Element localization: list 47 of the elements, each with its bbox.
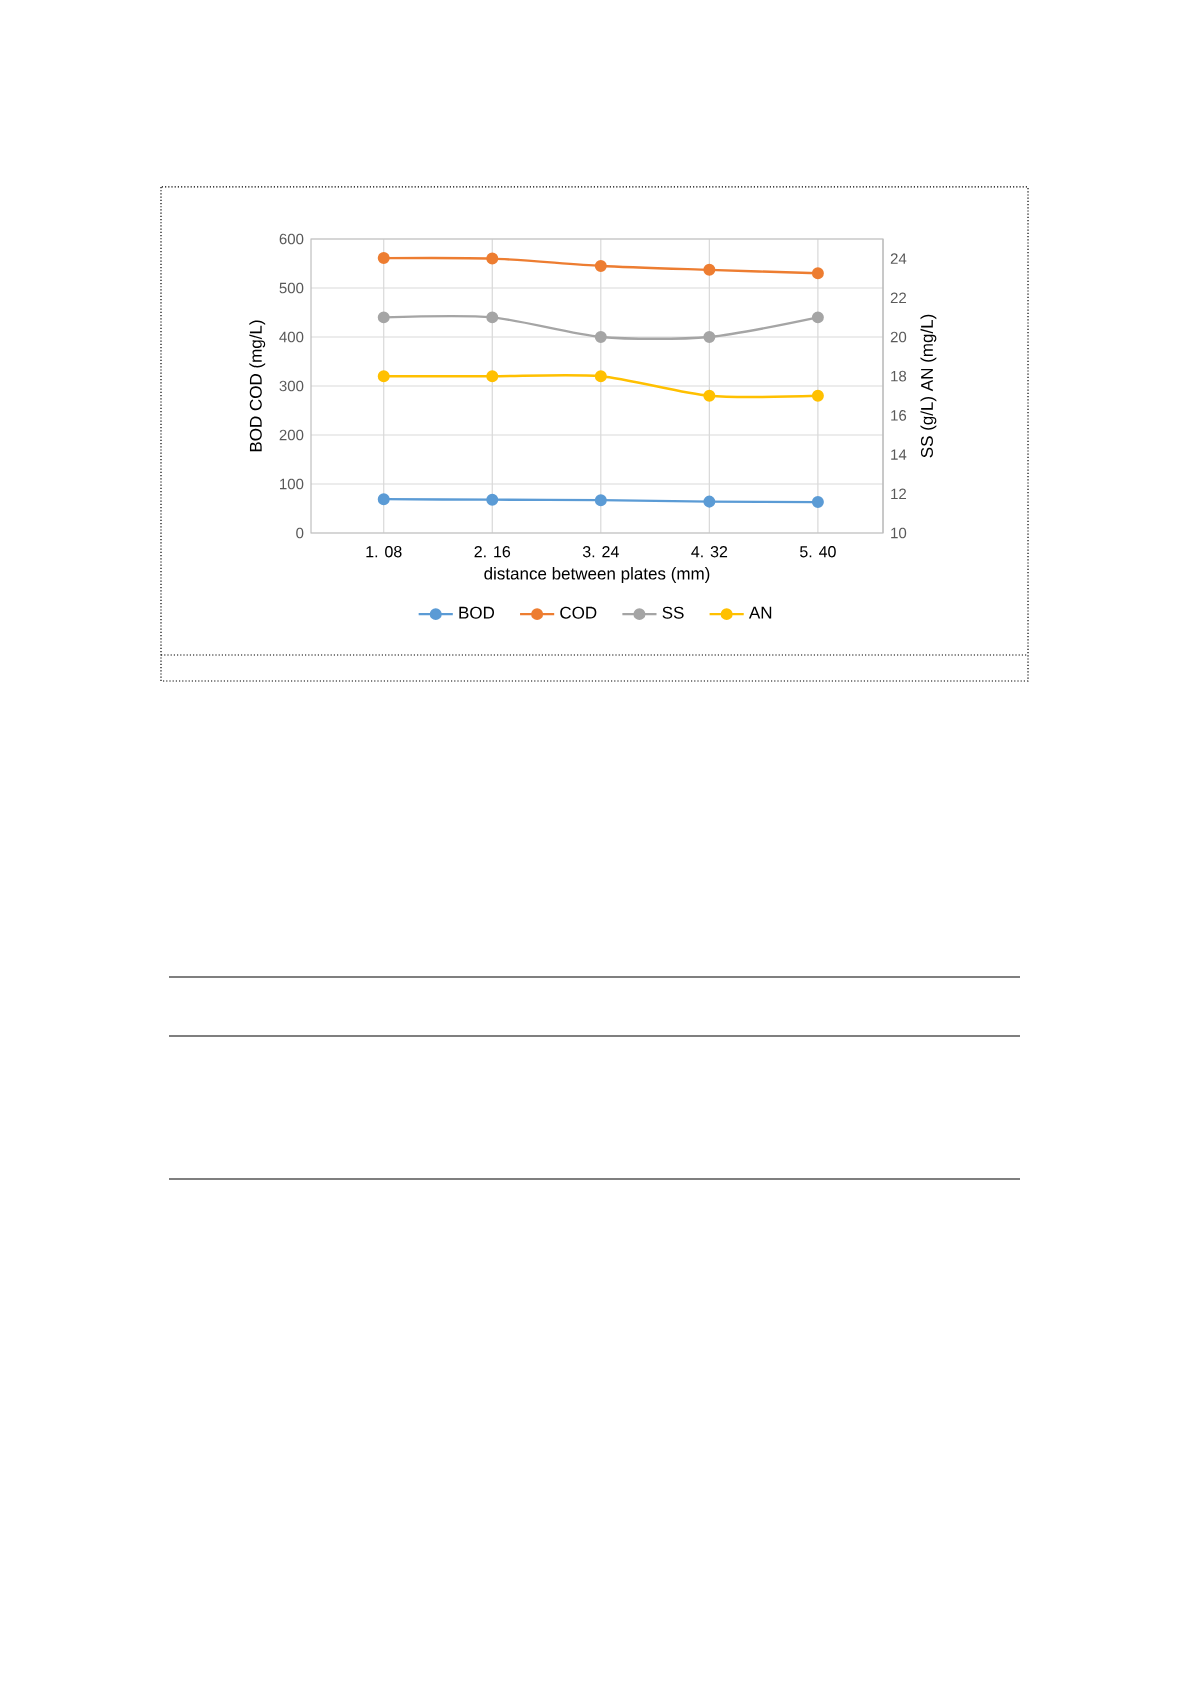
point	[377, 493, 390, 506]
point	[594, 259, 607, 272]
point	[703, 330, 716, 343]
point	[377, 252, 390, 265]
point	[486, 311, 499, 324]
y2-tick-label: 16	[891, 410, 907, 421]
legend-label: AN	[748, 606, 772, 619]
y2-tick-label: 12	[891, 488, 907, 500]
y2-axis-title: SS (g/L) AN (mg/L)	[920, 314, 937, 458]
legend-label: SS	[662, 606, 684, 619]
y-tick-label: 300	[279, 380, 304, 392]
y2-tick-label: 24	[890, 253, 907, 264]
point	[486, 252, 499, 265]
point	[811, 267, 824, 280]
y2-tick-label: 20	[890, 331, 907, 343]
legend-label: COD	[560, 606, 597, 619]
point	[703, 263, 716, 276]
y-tick-label: 200	[279, 429, 304, 441]
y-tick-label: 0	[296, 527, 304, 539]
y-tick-label: 500	[279, 282, 304, 294]
point	[377, 311, 390, 324]
point	[811, 311, 824, 324]
point	[594, 330, 607, 343]
y-tick-label: 600	[279, 233, 304, 245]
x-tick-label: 3. 24	[582, 546, 619, 558]
point	[811, 389, 824, 402]
y-tick-label: 100	[280, 478, 304, 490]
y2-tick-label: 14	[891, 449, 907, 460]
point	[377, 370, 390, 383]
point	[811, 496, 824, 509]
x-tick-label: 4. 32	[691, 546, 728, 558]
legend-label: BOD	[459, 606, 495, 619]
x-tick-label: 1. 08	[366, 546, 402, 558]
y2-tick-label: 18	[891, 370, 907, 382]
x-axis-title: distance between plates (mm)	[484, 567, 710, 583]
point	[703, 389, 716, 402]
point	[703, 495, 716, 508]
x-tick-label: 2. 16	[474, 546, 511, 558]
y-axis-title: BOD COD (mg/L)	[249, 320, 266, 452]
point	[594, 370, 607, 383]
y-tick-label: 400	[279, 331, 304, 343]
y2-tick-label: 10	[891, 527, 907, 539]
point	[486, 370, 499, 383]
y2-tick-label: 22	[890, 292, 907, 304]
x-tick-label: 5. 40	[799, 546, 836, 558]
point	[594, 494, 607, 507]
point	[486, 493, 499, 506]
